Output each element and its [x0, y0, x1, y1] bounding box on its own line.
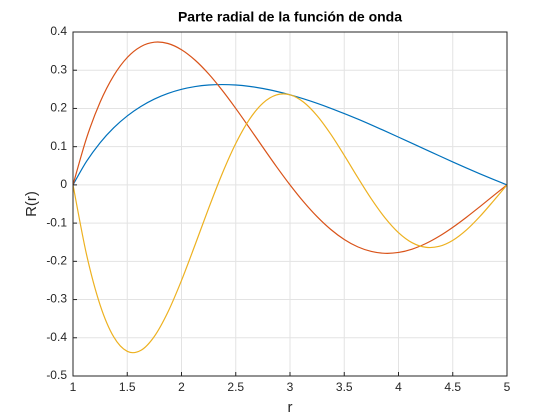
y-tick-label: -0.2 [46, 254, 67, 268]
x-tick-label: 4 [395, 380, 402, 394]
y-tick-label: 0.4 [50, 24, 67, 38]
x-tick-label: 3 [287, 380, 294, 394]
x-tick-label: 5 [504, 380, 511, 394]
data-line [72, 93, 508, 354]
x-axis-label: r [288, 399, 293, 416]
data-line [72, 41, 508, 254]
chart-title: Parte radial de la función de onda [178, 9, 402, 25]
x-tick-label: 2.5 [227, 380, 244, 394]
y-axis-label: R(r) [23, 191, 40, 217]
y-tick-label: -0.4 [46, 330, 67, 344]
y-tick-label: -0.1 [46, 215, 67, 229]
x-tick-label: 1 [70, 380, 77, 394]
y-tick-label: -0.5 [46, 368, 67, 382]
x-tick-label: 3.5 [336, 380, 353, 394]
x-tick-label: 4.5 [444, 380, 461, 394]
y-tick-label: 0.1 [50, 139, 67, 153]
y-tick-label: -0.3 [46, 292, 67, 306]
y-tick-label: 0 [60, 177, 67, 191]
lines [72, 41, 508, 354]
x-tick-label: 1.5 [119, 380, 136, 394]
y-tick-label: 0.3 [50, 62, 67, 76]
y-tick-label: 0.2 [50, 101, 67, 115]
x-tick-label: 2 [178, 380, 185, 394]
